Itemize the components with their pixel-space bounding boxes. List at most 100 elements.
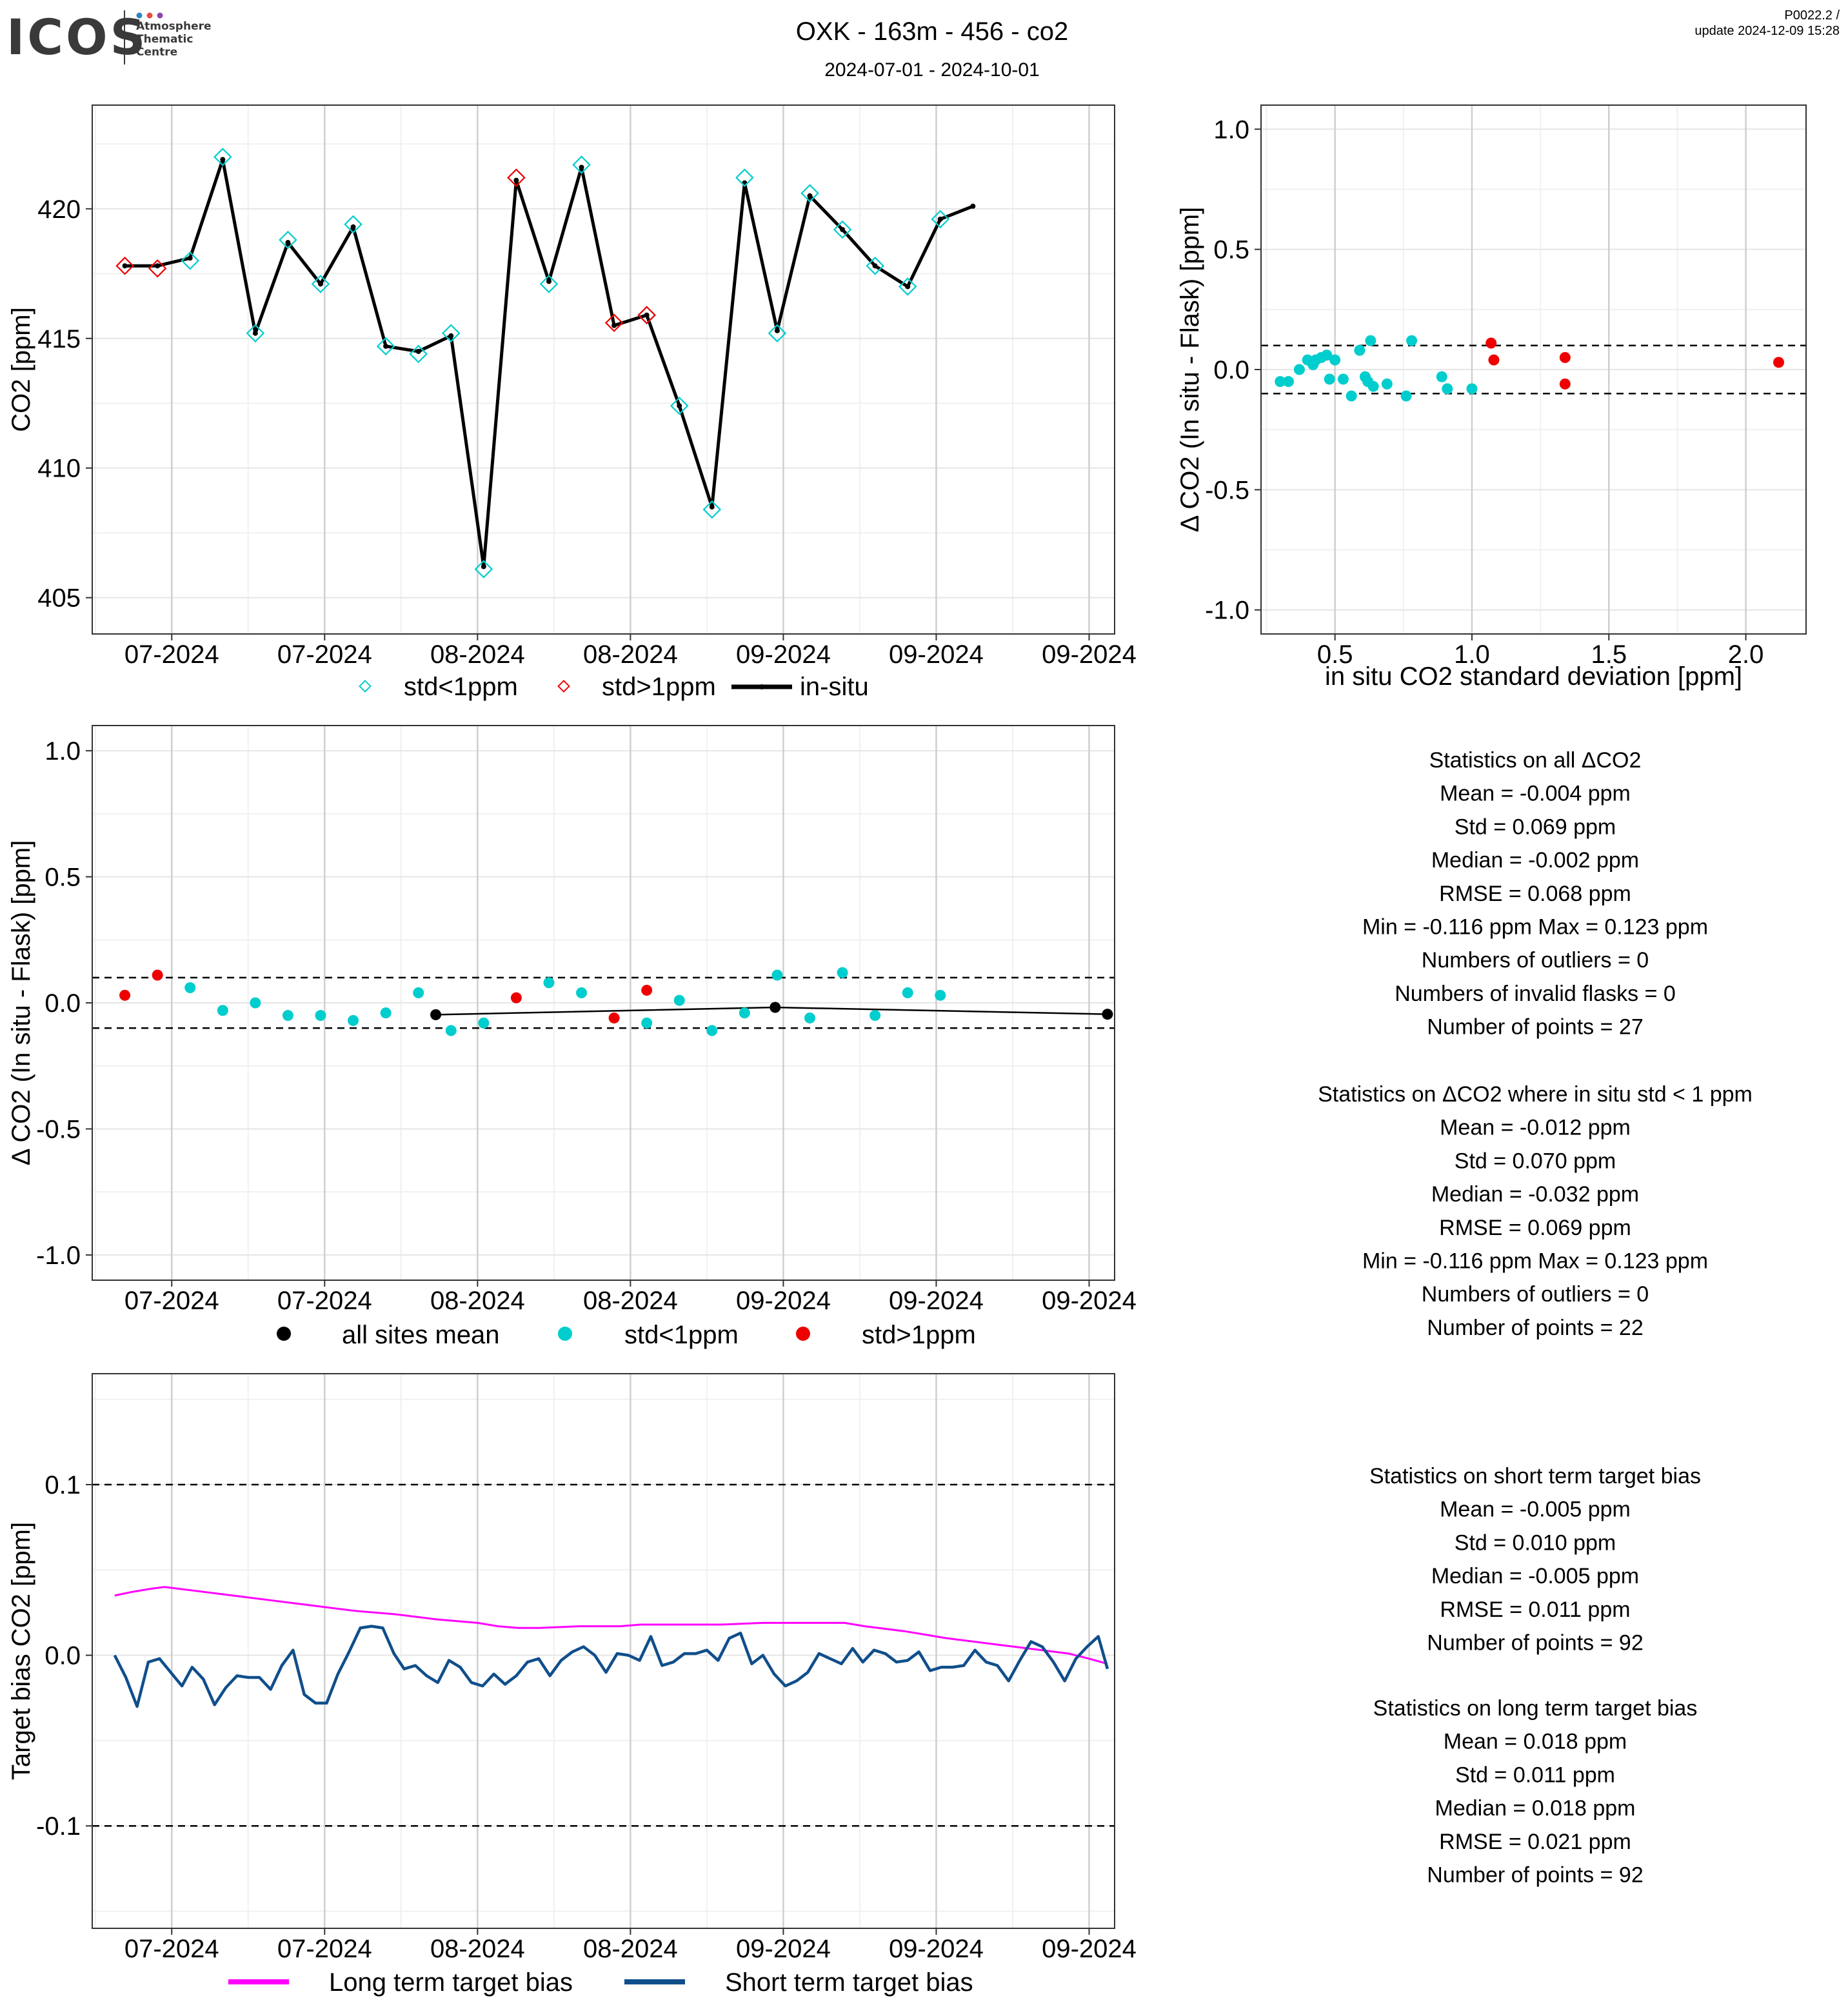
legend-label-std-gt-1: std>1ppm [602,673,716,701]
flask-point-std-lt-1 [213,148,232,166]
delta-point-std-lt-1 [706,1025,718,1036]
statistics-panel: Statistics on all ΔCO2 Mean = -0.004 ppm S… [1318,748,1753,1888]
insitu-point [644,312,650,318]
legend-label-all-sites-mean: all sites mean [342,1321,500,1349]
delta-point-std-lt-1 [543,977,555,989]
stats-title: Statistics on ΔCO2 where in situ std < 1… [1318,1082,1753,1107]
insitu-point [448,333,454,339]
delta-point-std-lt-1 [445,1025,457,1036]
insitu-point [252,330,258,336]
x-tick-label: 07-2024 [277,1935,372,1963]
insitu-point [513,177,519,183]
legend-label-long-term: Long term target bias [329,1968,573,1997]
flask-point-std-gt-1 [148,259,167,278]
flask-point-std-gt-1 [604,313,624,332]
stats-line: Median = -0.002 ppm [1431,848,1639,873]
y-tick-label: -0.1 [36,1812,81,1841]
x-tick-label: 08-2024 [583,640,678,669]
insitu-point [220,157,226,163]
stats-line: Std = 0.069 ppm [1455,815,1616,839]
y-tick-label: 415 [37,325,81,353]
delta-point-std-lt-1 [1381,378,1393,390]
y-tick-label: 410 [37,455,81,483]
flask-point-std-lt-1 [376,337,395,356]
stats-line: Numbers of outliers = 0 [1422,948,1649,973]
delta-point-std-lt-1 [1354,344,1366,356]
page-subtitle: 2024-07-01 - 2024-10-01 [824,59,1040,81]
delta-point-std-gt-1 [641,984,653,996]
stats-title: Statistics on long term target bias [1373,1696,1698,1721]
logo-sub-line-2: Thematic [136,33,193,46]
insitu-point [807,193,813,199]
insitu-point [383,343,389,349]
stats-line: Mean = -0.012 ppm [1440,1116,1631,1140]
logo-dot [157,12,163,19]
flask-point-std-gt-1 [507,168,526,187]
flask-point-std-gt-1 [637,306,656,324]
logo-text: ICOS [6,8,148,66]
flask-point-std-lt-1 [866,256,884,275]
all-sites-mean-point [770,1002,781,1013]
insitu-point [350,224,356,230]
delta-point-std-gt-1 [1559,351,1571,363]
x-tick-label: 09-2024 [1042,1935,1137,1963]
y-tick-label: 0.1 [45,1471,81,1499]
logo-sub-line-1: Atmosphere [136,20,212,33]
flask-point-std-lt-1 [931,210,950,229]
delta-point-std-lt-1 [282,1010,293,1022]
delta-timeseries-legend: all sites mean std<1ppm std>1ppm [277,1321,976,1349]
delta-vs-std-chart: -1.0 -0.5 0.0 0.5 1.0 0.5 1.0 1.5 2.0 Δ CO2 (In s… [1176,104,1807,691]
delta-point-std-gt-1 [608,1012,620,1023]
y-axis-label: Δ CO2 (In situ - Flask) [ppm] [1176,207,1204,533]
delta-point-std-lt-1 [413,987,424,998]
flask-point-std-lt-1 [474,560,493,578]
target-bias-chart: -0.1 0.0 0.1 07-2024 07-2024 08-2024 08-2024 09… [7,1373,1137,1963]
stats-line: Numbers of invalid flasks = 0 [1395,982,1676,1006]
legend-label-insitu: in-situ [800,673,869,701]
x-tick-label: 07-2024 [124,1935,219,1963]
x-tick-label: 09-2024 [889,1287,984,1315]
insitu-point [481,564,486,569]
flask-point-std-lt-1 [344,215,363,234]
y-axis-label: CO2 [ppm] [7,307,35,431]
legend-label-std-gt-1: std>1ppm [862,1321,976,1349]
flask-point-std-lt-1 [572,155,591,174]
y-tick-label: 0.0 [1213,356,1249,384]
insitu-point [611,322,617,328]
flask-point-std-lt-1 [279,230,297,250]
insitu-point [709,504,715,510]
insitu-point [774,328,780,333]
y-tick-label: 0.0 [45,989,81,1018]
logo-sub-line-3: Centre [136,46,177,59]
logo-dot [146,12,153,19]
delta-point-std-lt-1 [804,1012,816,1023]
flask-point-std-lt-1 [898,277,917,296]
delta-point-std-lt-1 [935,989,946,1001]
x-tick-label: 1.0 [1454,640,1490,669]
x-tick-label: 07-2024 [124,640,219,669]
legend-label-std-lt-1: std<1ppm [624,1321,739,1349]
target-bias-legend: Long term target bias Short term target … [228,1968,973,1997]
x-tick-label: 07-2024 [277,1287,372,1315]
y-tick-label: 1.0 [45,737,81,766]
page-title: OXK - 163m - 456 - co2 [796,17,1068,46]
insitu-point [285,240,291,246]
icos-logo: ICOS Atmosphere Thematic Centre [6,8,212,66]
stats-title: Statistics on all ΔCO2 [1429,748,1642,773]
stats-line: Numbers of outliers = 0 [1422,1282,1649,1307]
stats-line: RMSE = 0.011 ppm [1440,1597,1630,1622]
timeseries-legend: std<1ppm std>1ppm in-situ [359,673,869,701]
delta-point-std-lt-1 [1400,390,1412,402]
flask-point-std-lt-1 [441,324,461,343]
plot-area [92,1374,1115,1928]
insitu-point [155,263,161,269]
stats-line: Mean = 0.018 ppm [1444,1730,1627,1754]
legend-key-std-lt-1 [359,680,372,693]
y-tick-label: -1.0 [1205,597,1249,625]
insitu-point [905,284,911,290]
x-tick-label: 09-2024 [889,1935,984,1963]
x-axis-label: in situ CO2 standard deviation [ppm] [1325,662,1742,691]
stats-line: Mean = -0.005 ppm [1440,1498,1631,1522]
delta-point-std-gt-1 [1559,378,1571,390]
